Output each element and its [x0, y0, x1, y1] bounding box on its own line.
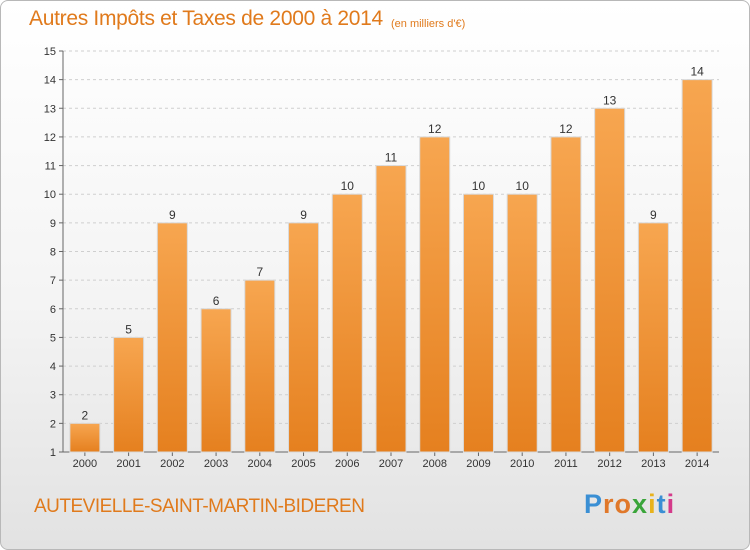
- bar-2008: [419, 136, 451, 453]
- bar-2007: [375, 165, 407, 453]
- data-label-2010: 10: [516, 179, 530, 193]
- data-label-2008: 12: [428, 122, 442, 136]
- data-label-2003: 6: [213, 294, 220, 308]
- x-tick-label-2004: 2004: [248, 458, 272, 470]
- y-tick-label: 10: [44, 189, 56, 201]
- y-tick-label: 1: [50, 447, 56, 459]
- bars: [69, 79, 713, 453]
- data-label-2013: 9: [650, 208, 657, 222]
- x-tick-label-2007: 2007: [379, 458, 403, 470]
- bar-2004: [244, 279, 276, 453]
- bar-2009: [462, 193, 494, 453]
- x-tick-label-2014: 2014: [685, 458, 709, 470]
- data-label-2004: 7: [256, 265, 263, 279]
- y-tick-label: 9: [50, 218, 56, 230]
- x-tick-label-2002: 2002: [160, 458, 184, 470]
- bar-2012: [594, 107, 626, 453]
- data-label-2014: 14: [690, 65, 704, 79]
- y-tick-label: 13: [44, 103, 56, 115]
- bar-2006: [331, 193, 363, 453]
- y-tick-label: 4: [50, 361, 56, 373]
- commune-name: AUTEVIELLE-SAINT-MARTIN-BIDEREN: [34, 496, 365, 517]
- x-tick-label-2003: 2003: [204, 458, 228, 470]
- y-tick-label: 3: [50, 390, 56, 402]
- y-tick-label: 11: [45, 161, 56, 173]
- unit-note: (en milliers d'€): [391, 18, 466, 30]
- x-tick-label-2010: 2010: [510, 458, 534, 470]
- x-tick-label-2012: 2012: [597, 458, 621, 470]
- bar-2003: [200, 308, 232, 453]
- y-tick-label: 7: [50, 275, 56, 287]
- y-tick-label: 12: [44, 132, 56, 144]
- x-tick-label-2013: 2013: [641, 458, 665, 470]
- data-label-2006: 10: [341, 179, 355, 193]
- x-tick-label-2000: 2000: [73, 458, 97, 470]
- x-tick-label-2011: 2011: [554, 458, 578, 470]
- y-tick-label: 8: [50, 247, 56, 259]
- x-tick-label-2005: 2005: [291, 458, 315, 470]
- y-tick-label: 6: [50, 304, 56, 316]
- y-tick-label: 14: [44, 75, 56, 87]
- bar-2005: [288, 222, 320, 453]
- bar-2013: [637, 222, 669, 453]
- data-label-2002: 9: [169, 208, 176, 222]
- bar-2014: [681, 79, 713, 453]
- y-tick-label: 15: [44, 46, 56, 58]
- y-tick-label: 2: [50, 418, 56, 430]
- bar-2000: [69, 422, 101, 453]
- data-label-2009: 10: [472, 179, 486, 193]
- proxiti-logo: Proxiti: [584, 489, 676, 519]
- data-label-2001: 5: [125, 322, 132, 336]
- x-tick-label-2001: 2001: [116, 458, 140, 470]
- bar-2010: [506, 193, 538, 453]
- y-tick-label: 5: [50, 332, 56, 344]
- data-label-2012: 13: [603, 93, 617, 107]
- data-label-2005: 9: [300, 208, 307, 222]
- x-tick-label-2009: 2009: [466, 458, 490, 470]
- x-tick-label-2008: 2008: [422, 458, 446, 470]
- labels: 1234567891011121314152200052001920026200…: [44, 46, 710, 470]
- bar-2011: [550, 136, 582, 453]
- data-label-2011: 12: [559, 122, 573, 136]
- data-label-2000: 2: [82, 408, 89, 422]
- x-tick-label-2006: 2006: [335, 458, 359, 470]
- data-label-2007: 11: [385, 151, 398, 165]
- bar-2002: [156, 222, 188, 453]
- chart-title: Autres Impôts et Taxes de 2000 à 2014: [29, 7, 383, 30]
- bar-2001: [113, 336, 145, 453]
